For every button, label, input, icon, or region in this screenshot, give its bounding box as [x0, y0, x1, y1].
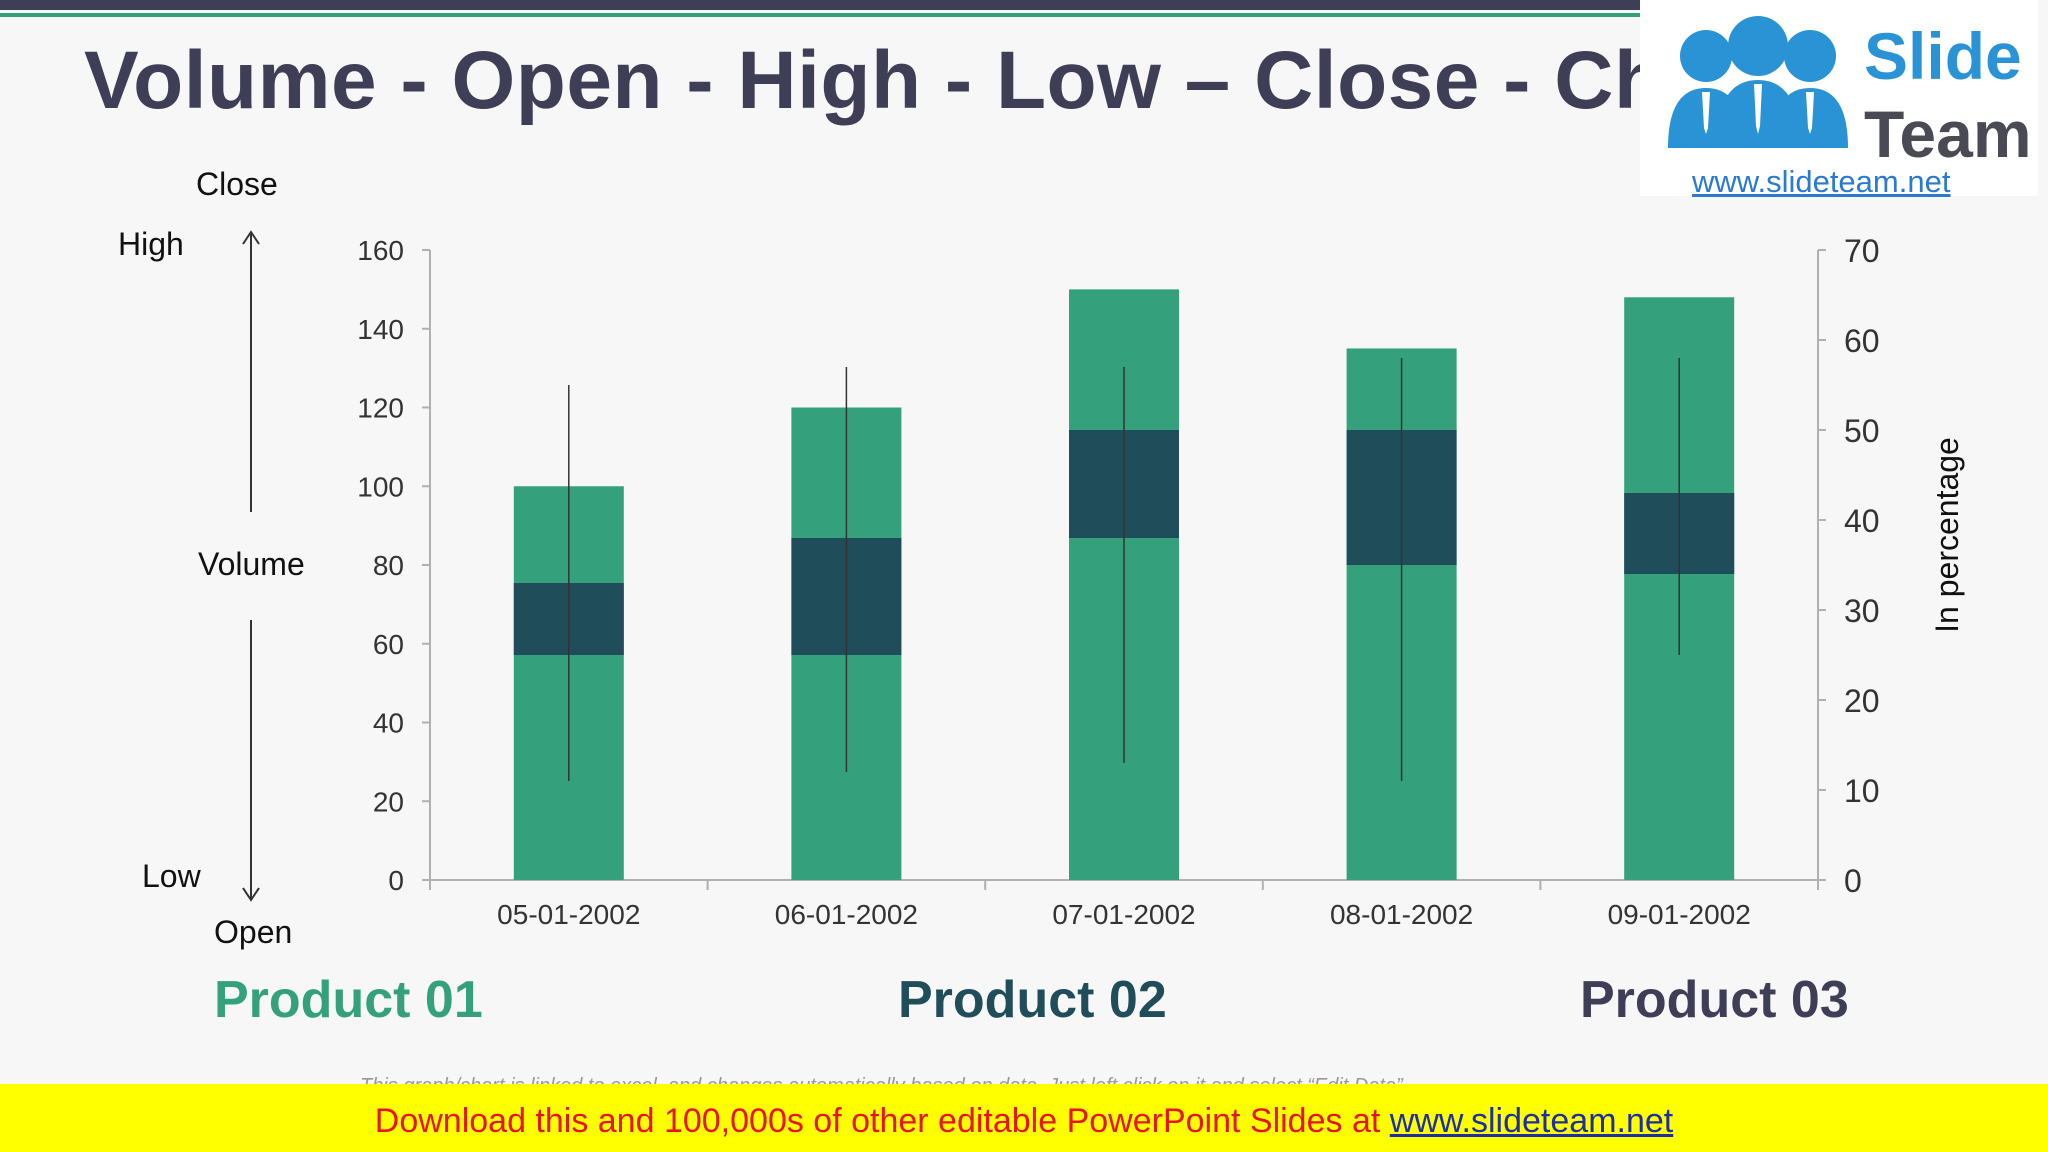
up-arrow-icon — [242, 230, 260, 512]
top-bar-dark — [0, 0, 1640, 10]
x-tick-label: 06-01-2002 — [775, 899, 918, 930]
right-y-tick-label: 50 — [1844, 413, 1880, 449]
people-icon — [1668, 16, 1848, 148]
close-label: Close — [196, 166, 278, 202]
logo-word-slide: Slide — [1864, 19, 2022, 93]
right-y-tick-label: 40 — [1844, 503, 1880, 539]
left-y-tick-label: 140 — [357, 314, 404, 345]
low-label: Low — [142, 858, 201, 894]
logo-word-team: Team — [1864, 97, 2032, 171]
right-y-tick-label: 20 — [1844, 683, 1880, 719]
open-label: Open — [214, 914, 293, 950]
left-y-tick-label: 20 — [373, 786, 404, 817]
volume-label: Volume — [198, 546, 305, 582]
top-bar-accent — [0, 13, 1640, 17]
x-tick-label: 08-01-2002 — [1330, 899, 1473, 930]
legend-product-03: Product 03 — [1580, 971, 1849, 1029]
right-y-tick-label: 60 — [1844, 323, 1880, 359]
right-y-tick-label: 30 — [1844, 593, 1880, 629]
left-y-tick-label: 160 — [357, 235, 404, 266]
left-y-tick-label: 120 — [357, 393, 404, 424]
left-y-tick-label: 100 — [357, 471, 404, 502]
down-arrow-icon — [242, 620, 260, 902]
download-banner-link[interactable]: www.slideteam.net — [1389, 1102, 1674, 1140]
legend-product-01: Product 01 — [214, 971, 483, 1029]
right-y-tick-label: 0 — [1844, 863, 1862, 899]
left-y-tick-label: 40 — [373, 708, 404, 739]
legend-product-02: Product 02 — [898, 971, 1167, 1029]
right-y-axis-title: In percentage — [1929, 437, 1965, 633]
logo-url-link[interactable]: www.slideteam.net — [1692, 164, 1951, 199]
volume-ohlc-chart: 0 20 40 60 80 100 120 140 160 0 10 20 30 40 50 60 70 In p… — [242, 230, 1965, 930]
slide-title: Volume - Open - High - Low – Close - Cha… — [84, 35, 1771, 126]
right-y-tick-label: 10 — [1844, 773, 1880, 809]
right-y-tick-label: 70 — [1844, 233, 1880, 269]
x-tick-label: 07-01-2002 — [1052, 899, 1195, 930]
slideteam-logo[interactable]: Slide Team www.slideteam.net — [1640, 0, 2038, 199]
left-y-tick-label: 80 — [373, 550, 404, 581]
download-banner: Download this and 100,000s of other edit… — [0, 1084, 2048, 1152]
high-label: High — [118, 226, 184, 262]
x-tick-label: 05-01-2002 — [497, 899, 640, 930]
left-y-tick-label: 60 — [373, 629, 404, 660]
x-tick-label: 09-01-2002 — [1608, 899, 1751, 930]
download-banner-message: Download this and 100,000s of other edit… — [374, 1102, 1390, 1140]
left-y-tick-label: 0 — [388, 865, 404, 896]
download-banner-text: Download this and 100,000s of other edit… — [0, 1102, 2048, 1141]
